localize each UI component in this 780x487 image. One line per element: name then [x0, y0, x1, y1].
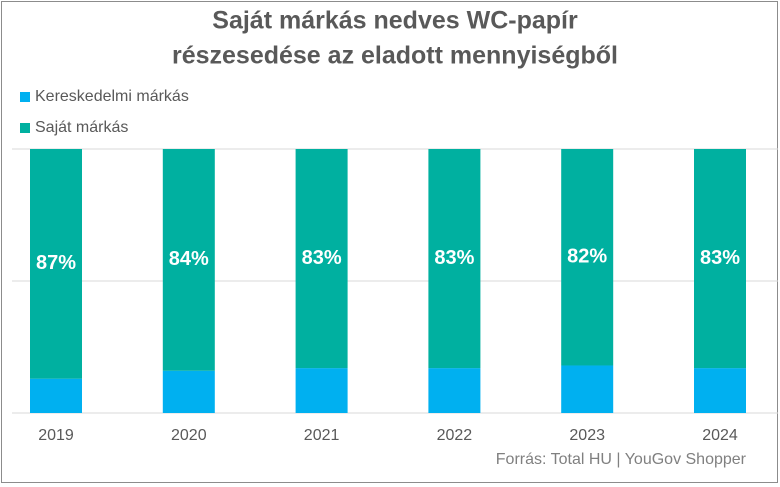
- bar-segment: [694, 368, 746, 413]
- data-label: 83%: [302, 247, 342, 269]
- chart-title-line: részesedése az eladott mennyiségből: [172, 42, 618, 70]
- bar-segment: [162, 370, 215, 413]
- legend-label: Saját márkás: [35, 119, 128, 136]
- data-label: 87%: [36, 252, 76, 274]
- x-tick-label: 2019: [38, 427, 74, 444]
- legend-label: Kereskedelmi márkás: [35, 88, 189, 105]
- legend-swatch: [20, 92, 30, 102]
- x-tick-label: 2022: [437, 427, 473, 444]
- bar-segment: [30, 149, 82, 379]
- data-label: 83%: [700, 247, 740, 269]
- bar-segment: [694, 149, 746, 369]
- bar-segment: [295, 149, 348, 369]
- bar-segment: [561, 365, 614, 413]
- data-label: 82%: [567, 246, 607, 268]
- x-tick-label: 2021: [304, 427, 340, 444]
- bar-segment: [561, 149, 614, 366]
- source-note: Forrás: Total HU | YouGov Shopper: [496, 451, 747, 468]
- data-label: 84%: [169, 248, 209, 270]
- x-tick-label: 2020: [171, 427, 207, 444]
- bar-segment: [162, 149, 215, 371]
- x-tick-label: 2024: [702, 427, 738, 444]
- data-label: 83%: [434, 247, 474, 269]
- bar-segment: [30, 378, 82, 413]
- legend-swatch: [20, 123, 30, 133]
- x-tick-label: 2023: [569, 427, 605, 444]
- bar-segment: [428, 368, 481, 413]
- bar-segment: [428, 149, 481, 369]
- chart-title-line: Saját márkás nedves WC-papír: [212, 7, 578, 35]
- bar-segment: [295, 368, 348, 413]
